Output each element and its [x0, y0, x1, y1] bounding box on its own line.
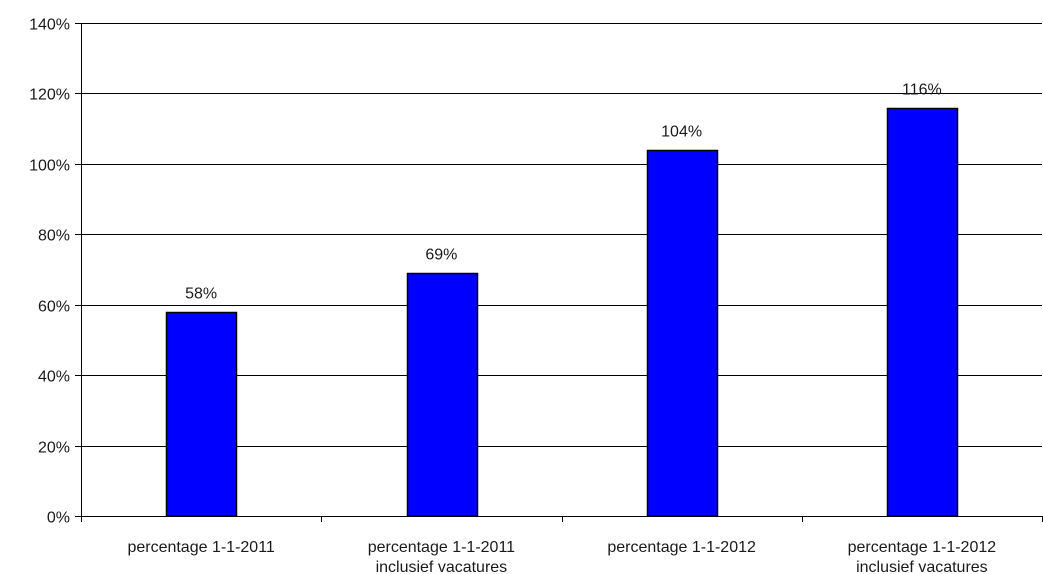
y-tick-label: 140%	[29, 17, 70, 34]
category-labels: percentage 1-1-2011 percentage 1-1-2011 in…	[127, 539, 996, 574]
category-label-line: inclusief vacatures	[856, 559, 988, 574]
bar	[406, 272, 479, 517]
y-tick-label: 0%	[47, 510, 70, 527]
data-label: 58%	[185, 286, 217, 303]
bars	[165, 107, 959, 517]
category-label: percentage 1-1-2011 inclusief vacatures	[368, 539, 515, 574]
bar	[886, 107, 959, 517]
category-label-line: percentage 1-1-2012	[607, 539, 756, 556]
category-label-line: percentage 1-1-2011	[368, 539, 515, 556]
data-labels: 58% 69% 104% 116%	[185, 82, 942, 303]
category-label-line: inclusief vacatures	[376, 559, 508, 574]
y-tick-label: 100%	[29, 158, 70, 175]
y-tick-label: 60%	[38, 299, 70, 316]
data-label: 116%	[902, 82, 942, 99]
category-label: percentage 1-1-2012 inclusief vacatures	[848, 539, 997, 574]
y-tick-label: 120%	[29, 87, 70, 104]
bar	[165, 311, 238, 517]
category-label-line: percentage 1-1-2012	[848, 539, 997, 556]
category-label: percentage 1-1-2011	[127, 539, 274, 556]
gridlines	[81, 23, 1042, 447]
bar	[646, 149, 719, 517]
data-label: 104%	[661, 124, 702, 141]
y-tick-label: 20%	[38, 440, 70, 457]
category-label-line: percentage 1-1-2011	[127, 539, 274, 556]
y-axis-ticks: 0% 20% 40% 60% 80% 100% 120% 140%	[29, 17, 81, 527]
y-tick-label: 40%	[38, 369, 70, 386]
y-tick-label: 80%	[38, 228, 70, 245]
category-label: percentage 1-1-2012	[607, 539, 756, 556]
data-label: 69%	[425, 247, 457, 264]
axes	[75, 23, 1042, 517]
